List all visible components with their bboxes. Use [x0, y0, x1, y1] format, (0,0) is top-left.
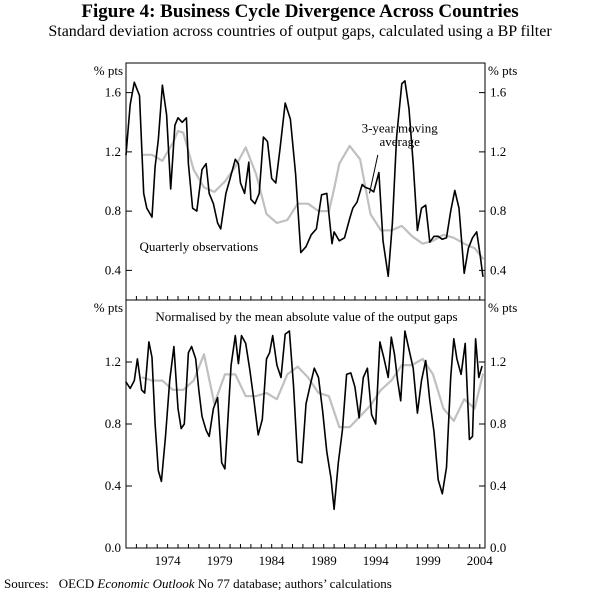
- panel-1-annotation-arrow: [369, 154, 379, 194]
- panel-1-annotation: average: [379, 134, 420, 149]
- panel-1-ylabel-right: % pts: [488, 63, 517, 78]
- panel-2-ytick-label-left: 0.4: [105, 478, 122, 493]
- panel-2-ytick-label-right: 0.4: [490, 478, 507, 493]
- panel-2-ytick-label-left: 0.8: [105, 416, 121, 431]
- panel-1-ytick-label-left: 0.8: [105, 203, 121, 218]
- panel-1-ytick-label-left: 0.4: [105, 262, 122, 277]
- panel-1-annotation: 3-year moving: [362, 121, 439, 136]
- panel-2-ylabel-right: % pts: [488, 300, 517, 315]
- panel-2-title: Normalised by the mean absolute value of…: [155, 309, 457, 324]
- panel-2-series-moving-average: [141, 353, 484, 429]
- panel-1-ytick-label-right: 1.6: [490, 85, 507, 100]
- panel-2-xtick-label: 1979: [207, 553, 233, 568]
- panel-2-ytick-label-right: 0.0: [490, 540, 506, 555]
- panel-2-xtick-label: 1974: [155, 553, 182, 568]
- panel-1-series-quarterly: [125, 80, 484, 278]
- panel-2-xtick-label: 1984: [259, 553, 286, 568]
- figure-chart: 0.4 0.4 0.8 0.8 1.2 1.2 1.6 1.6 % pts % pts 3-year…: [94, 62, 517, 568]
- panel-1-ytick-label-right: 0.4: [490, 262, 507, 277]
- panel-2-xtick-label: 1989: [311, 553, 337, 568]
- panel-1-ytick-label-right: 1.2: [490, 144, 506, 159]
- sources-note: Sources: OECD Economic Outlook No 77 data…: [4, 576, 392, 592]
- panel-2-series-quarterly: [125, 330, 483, 511]
- sources-suffix: No 77 database; authors’ calculations: [194, 576, 392, 591]
- panel-2-ytick-label-left: 0.0: [105, 540, 121, 555]
- sources-publication: Economic Outlook: [97, 576, 195, 591]
- panel-2-ytick-label-right: 0.8: [490, 416, 506, 431]
- panel-1-ytick-label-right: 0.8: [490, 203, 506, 218]
- panel-2-xtick-label: 2004: [467, 553, 494, 568]
- panel-2-xtick-label: 1999: [415, 553, 441, 568]
- panel-1-ytick-label-left: 1.6: [105, 85, 122, 100]
- figure-subtitle: Standard deviation across countries of o…: [48, 23, 552, 40]
- panel-2-ylabel-left: % pts: [94, 300, 123, 315]
- panel-2-ytick-label-right: 1.2: [490, 354, 506, 369]
- panel-1-annotation: Quarterly observations: [139, 239, 258, 254]
- panel-1-series-moving-average: [141, 130, 484, 260]
- panel-1-ytick-label-left: 1.2: [105, 144, 121, 159]
- sources-label: Sources:: [4, 576, 49, 591]
- figure-title: Figure 4: Business Cycle Divergence Acro…: [81, 1, 519, 22]
- panel-1-ylabel-left: % pts: [94, 63, 123, 78]
- panel-2-xtick-label: 1994: [363, 553, 390, 568]
- sources-prefix: OECD: [58, 576, 98, 591]
- panel-2-ytick-label-left: 1.2: [105, 354, 121, 369]
- panel-1-frame: [125, 62, 486, 301]
